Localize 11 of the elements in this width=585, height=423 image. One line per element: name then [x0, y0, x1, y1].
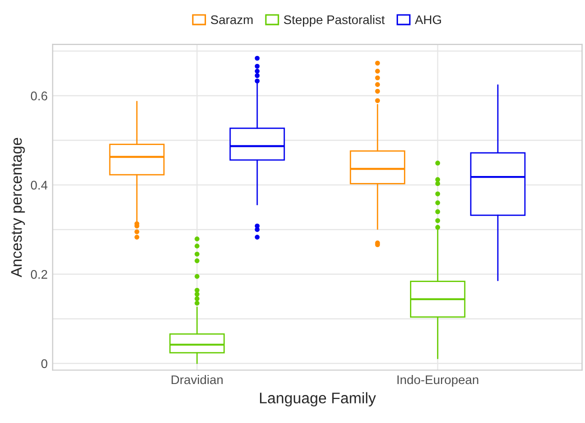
x-tick-label: Indo-European	[397, 374, 478, 387]
legend-label: Steppe Pastoralist	[284, 15, 385, 27]
y-tick-label: 0.2	[30, 270, 48, 279]
y-tick-label: 0.4	[30, 180, 48, 190]
x-tick-label: Dravidian	[172, 374, 223, 384]
y-tick-label: 0.6	[30, 92, 48, 100]
x-axis-title: Language Family	[260, 392, 376, 406]
legend-label: Sarazm	[210, 15, 253, 24]
y-tick-label: 0	[41, 359, 48, 368]
y-axis-title: Ancestry percentage	[11, 138, 25, 278]
legend-label: AHG	[414, 15, 441, 24]
